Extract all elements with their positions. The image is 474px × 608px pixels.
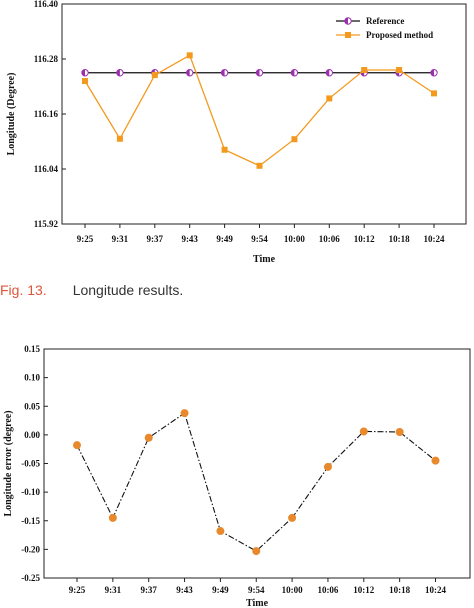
- y-tick-label: 116.40: [34, 0, 59, 9]
- x-tick-label: 9:37: [147, 234, 164, 244]
- error-y-tick-label: -0.25: [21, 573, 40, 583]
- x-tick-label: 10:06: [319, 234, 340, 244]
- y-tick-label: 116.04: [34, 164, 59, 174]
- error-x-tick-label: 9:37: [140, 585, 157, 595]
- error-y-tick-label: 0.10: [24, 373, 40, 383]
- reference-point: [220, 69, 229, 77]
- error-point: [395, 428, 404, 437]
- reference-marker-half: [186, 69, 190, 76]
- error-point: [359, 427, 368, 436]
- legend: Reference Proposed method: [336, 16, 433, 40]
- proposed-method-point: [221, 146, 228, 153]
- error-point: [323, 462, 332, 471]
- x-tick-label: 10:24: [424, 234, 445, 244]
- error-x-tick-label: 9:49: [212, 585, 229, 595]
- legend-reference-half: [344, 17, 348, 25]
- reference-point: [255, 69, 264, 77]
- proposed-method-point: [431, 90, 437, 97]
- reference-point: [325, 69, 333, 77]
- error-y-tick-label: -0.10: [21, 487, 40, 497]
- x-tick-label: 9:25: [77, 234, 94, 244]
- error-x-tick-label: 10:18: [389, 585, 410, 595]
- reference-point: [81, 69, 89, 77]
- x-tick-label: 9:31: [112, 234, 129, 244]
- legend-reference-label: Reference: [366, 16, 404, 26]
- reference-point: [290, 69, 299, 77]
- error-y-tick-label: -0.20: [21, 544, 40, 554]
- error-x-tick-label: 9:31: [105, 585, 122, 595]
- figure-caption-text: Longitude results.: [72, 282, 184, 298]
- error-point: [216, 527, 225, 536]
- reference-marker-half: [256, 69, 260, 76]
- error-point: [108, 513, 117, 522]
- proposed-method-point: [256, 162, 263, 169]
- x-tick-label: 10:18: [389, 234, 410, 244]
- error-x-tick-label: 10:06: [317, 585, 338, 595]
- error-point: [288, 513, 297, 522]
- x-tick-label: 9:49: [216, 234, 233, 244]
- error-x-axis-label: Time: [246, 598, 269, 608]
- x-tick-label: 10:12: [354, 234, 375, 244]
- error-y-tick-label: 0.00: [24, 430, 40, 440]
- error-y-axis-label: Longitude error (degree): [3, 410, 14, 516]
- reference-marker-half: [221, 69, 225, 76]
- error-y-tick-label: 0.05: [24, 401, 40, 411]
- error-y-tick-label: -0.05: [21, 459, 40, 469]
- figure-number: Fig. 13.: [0, 282, 47, 298]
- reference-point: [116, 69, 124, 77]
- reference-marker-half: [326, 69, 330, 76]
- y-tick-label: 116.16: [34, 109, 59, 119]
- figure-caption: Fig. 13. Longitude results.: [0, 282, 183, 298]
- proposed-method-point: [151, 72, 158, 79]
- reference-point: [430, 69, 438, 77]
- proposed-method-point: [396, 67, 403, 73]
- legend-proposed-marker: [345, 32, 351, 38]
- error-y-tick-label: -0.15: [21, 516, 40, 526]
- proposed-method-point: [82, 78, 88, 84]
- error-point: [180, 409, 189, 418]
- error-point: [252, 547, 261, 556]
- error-x-tick-label: 10:12: [353, 585, 374, 595]
- x-tick-label: 10:00: [284, 234, 305, 244]
- x-axis-label: Time: [253, 254, 276, 265]
- reference-marker-half: [291, 69, 295, 76]
- error-plot-frame: [43, 348, 471, 579]
- y-tick-label: 115.92: [34, 219, 59, 229]
- error-point: [431, 456, 440, 465]
- error-x-tick-label: 10:00: [282, 585, 303, 595]
- error-y-tick-label: 0.15: [24, 344, 40, 354]
- proposed-method-point: [361, 67, 368, 73]
- proposed-method-point: [291, 136, 298, 143]
- longitude-chart: 115.92 116.04 116.16 116.28 116.40 9:25 9:31 9:…: [6, 0, 467, 265]
- proposed-method-point: [186, 52, 193, 59]
- reference-marker-half: [116, 69, 120, 76]
- reference-marker-half: [430, 69, 434, 76]
- proposed-method-point: [326, 95, 333, 102]
- reference-marker-half: [81, 69, 85, 76]
- proposed-method-point: [116, 135, 123, 142]
- error-point: [73, 441, 81, 450]
- x-tick-label: 9:43: [181, 234, 198, 244]
- error-x-tick-label: 10:24: [425, 585, 446, 595]
- error-line: [76, 412, 436, 552]
- legend-proposed-label: Proposed method: [366, 30, 433, 40]
- x-tick-label: 9:54: [251, 234, 268, 244]
- error-x-tick-label: 9:54: [248, 585, 265, 595]
- y-axis-label: Longitude (Degree): [6, 73, 17, 156]
- error-x-tick-label: 9:43: [176, 585, 193, 595]
- y-tick-label: 116.28: [34, 54, 59, 64]
- error-x-tick-label: 9:25: [69, 585, 86, 595]
- reference-point: [186, 69, 194, 77]
- error-point: [144, 433, 153, 442]
